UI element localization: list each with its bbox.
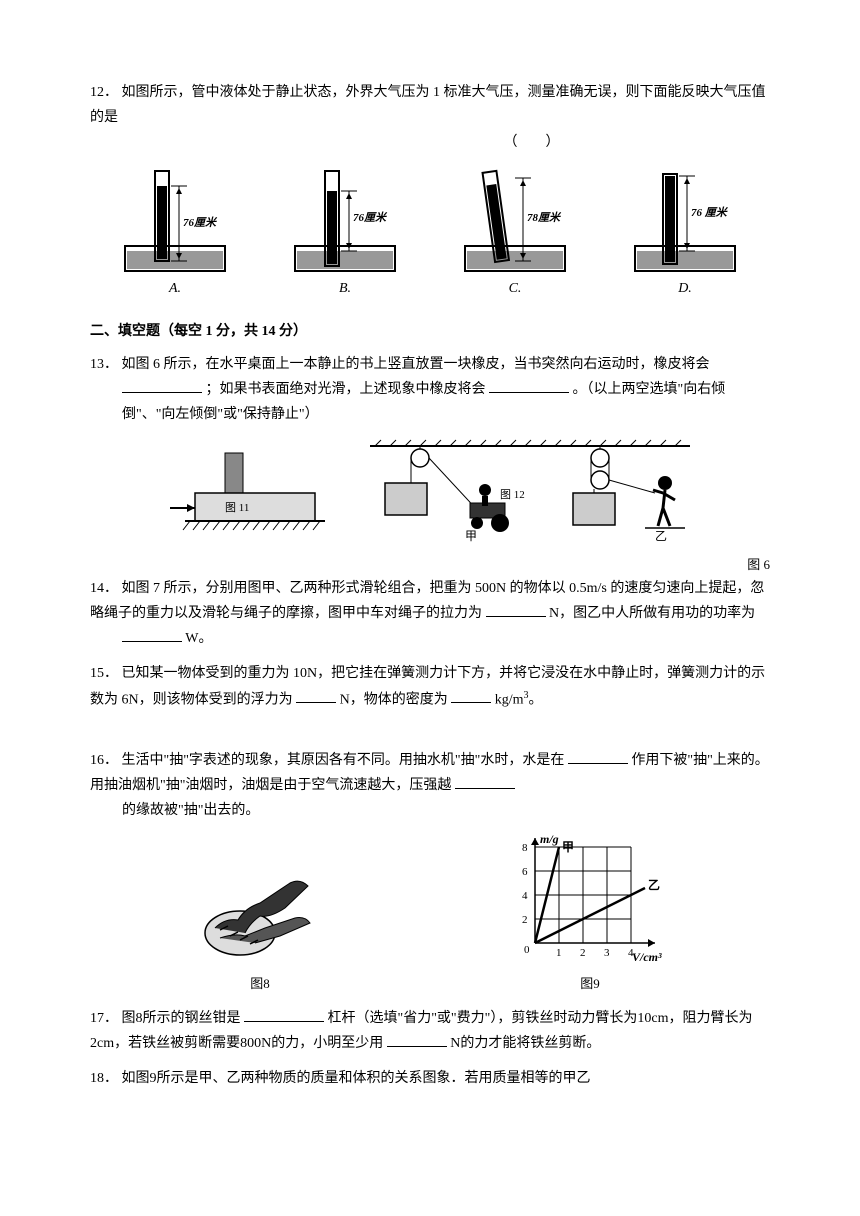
q17-blank2[interactable] [387,1031,447,1047]
q12-number: 12． [90,85,118,100]
q17-text3: N的力才能将铁丝剪断。 [450,1036,600,1051]
option-d-label: D. [678,276,692,301]
q12-line2: （ ） [90,130,770,155]
q17-text1: 图8所示的钢丝钳是 [122,1011,241,1026]
q16-blank1[interactable] [568,748,628,764]
svg-text:甲: 甲 [465,529,477,543]
barometer-b-icon: 76厘米 [285,166,405,276]
svg-text:76厘米: 76厘米 [183,216,218,229]
svg-text:78厘米: 78厘米 [527,211,562,224]
q16-blank2[interactable] [455,773,515,789]
q15-text3: kg/m [495,692,524,707]
svg-text:6: 6 [522,866,528,878]
q16-figures: 图8 甲 乙 8 [90,833,770,995]
option-c-label: C. [509,276,522,301]
svg-text:76 厘米: 76 厘米 [691,206,729,219]
figure-8: 图8 [190,858,330,995]
figure-11: 图 11 [165,448,335,543]
barometer-c-icon: 78厘米 [455,166,575,276]
q13-figures: 图 11 [90,438,770,543]
option-d: 76 厘米 D. [625,166,745,301]
svg-text:8: 8 [522,842,528,854]
chart-icon: 甲 乙 8 6 4 2 0 1 2 3 4 m/g V/cm³ [510,833,670,968]
barometer-d-icon: 76 厘米 [625,166,745,276]
svg-text:2: 2 [522,914,528,926]
option-c: 78厘米 C. [455,166,575,301]
q17-blank1[interactable] [244,1006,324,1022]
q16-text1: 生活中"抽"字表述的现象，其原因各有不同。用抽水机"抽"水时，水是在 [122,753,565,768]
svg-text:4: 4 [522,890,528,902]
question-15: 15． 已知某一物体受到的重力为 10N，把它挂在弹簧测力计下方，并将它浸没在水… [90,661,770,712]
q13-blank1[interactable] [122,377,202,393]
svg-text:0: 0 [524,944,530,956]
q13-blank2[interactable] [489,377,569,393]
q15-text2: N，物体的密度为 [340,692,448,707]
svg-text:乙: 乙 [655,529,667,543]
fig6-label: 图 6 [90,553,770,576]
question-18: 18． 如图9所示是甲、乙两种物质的质量和体积的关系图象．若用质量相等的甲乙 [90,1066,770,1091]
option-b: 76厘米 B. [285,166,405,301]
q18-text1: 如图9所示是甲、乙两种物质的质量和体积的关系图象．若用质量相等的甲乙 [122,1071,591,1086]
svg-text:2: 2 [580,947,586,959]
question-12: 12． 如图所示，管中液体处于静止状态，外界大气压为 1 标准大气压，测量准确无… [90,80,770,156]
section-2-title: 二、填空题（每空 1 分，共 14 分） [90,319,770,344]
option-b-label: B. [339,276,351,301]
figure-11-icon: 图 11 [165,448,335,543]
svg-text:图 12: 图 12 [500,488,525,501]
fig8-label: 图8 [250,972,270,995]
svg-text:1: 1 [556,947,562,959]
q12-options: 76厘米 A. 76厘米 B. [90,166,770,301]
figure-12-icon: 图 12 甲 乙 [365,438,695,543]
option-a: 76厘米 A. [115,166,235,301]
q14-number: 14． [90,581,118,596]
svg-text:甲: 甲 [562,840,574,854]
svg-text:3: 3 [604,947,610,959]
svg-text:76厘米: 76厘米 [353,211,388,224]
question-16: 16． 生活中"抽"字表述的现象，其原因各有不同。用抽水机"抽"水时，水是在 作… [90,748,770,824]
svg-text:m/g: m/g [540,833,559,846]
q17-number: 17． [90,1011,118,1026]
figure-12: 图 12 甲 乙 [365,438,695,543]
q15-blank2[interactable] [451,687,491,703]
q16-number: 16． [90,753,118,768]
q12-paren-text: （ ） [504,135,560,150]
q13-text2: ；如果书表面绝对光滑，上述现象中橡皮将会 [206,382,486,397]
svg-text:图 11: 图 11 [225,501,249,514]
q15-number: 15． [90,666,118,681]
option-a-label: A. [169,276,181,301]
svg-text:乙: 乙 [648,878,660,892]
question-14: 14． 如图 7 所示，分别用图甲、乙两种形式滑轮组合，把重为 500N 的物体… [90,576,770,652]
q14-text2: N，图乙中人所做有用功的功率为 [549,606,755,621]
q13-number: 13． [90,357,118,372]
q14-blank2[interactable] [122,626,182,642]
q14-text3: W。 [185,631,212,646]
question-17: 17． 图8所示的钢丝钳是 杠杆（选填"省力"或"费力"），剪铁丝时动力臂长为1… [90,1006,770,1056]
q13-text1: 如图 6 所示，在水平桌面上一本静止的书上竖直放置一块橡皮，当书突然向右运动时，… [122,357,710,372]
q14-blank1[interactable] [486,601,546,617]
q15-blank1[interactable] [296,687,336,703]
question-13: 13． 如图 6 所示，在水平桌面上一本静止的书上竖直放置一块橡皮，当书突然向右… [90,352,770,428]
pliers-icon [190,858,330,968]
q15-text4: 。 [529,692,543,707]
q18-number: 18． [90,1071,118,1086]
figure-9: 甲 乙 8 6 4 2 0 1 2 3 4 m/g V/cm³ 图9 [510,833,670,995]
svg-text:V/cm³: V/cm³ [632,950,662,964]
barometer-a-icon: 76厘米 [115,166,235,276]
q12-text: 如图所示，管中液体处于静止状态，外界大气压为 1 标准大气压，测量准确无误，则下… [90,85,766,125]
fig9-label: 图9 [580,972,600,995]
q16-text3: 的缘故被"抽"出去的。 [122,803,259,818]
q12-paren [122,135,500,150]
